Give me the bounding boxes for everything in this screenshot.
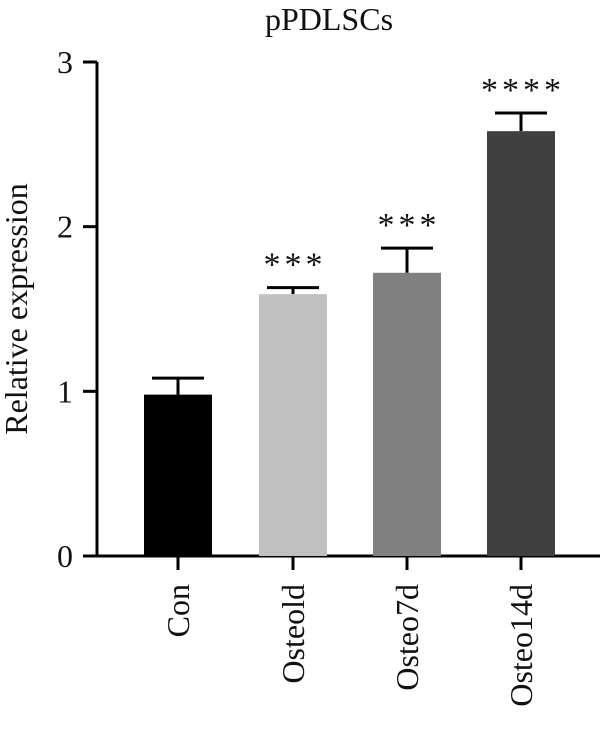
x-tick-label: Osteo7d [389, 584, 425, 691]
y-tick-label: 0 [57, 538, 73, 574]
bar [373, 272, 441, 556]
y-tick-label: 2 [57, 209, 73, 245]
chart-title: pPDLSCs [265, 1, 393, 37]
bar [487, 131, 555, 556]
bar [259, 294, 327, 556]
y-axis-label: Relative expression [0, 183, 34, 434]
y-tick-label: 1 [57, 373, 73, 409]
x-tick-label: Osteo14d [503, 584, 539, 707]
significance-label: *** [378, 207, 441, 244]
x-tick-label: Con [160, 584, 196, 637]
y-tick-label: 3 [57, 44, 73, 80]
bar [144, 394, 212, 556]
significance-label: *** [264, 247, 327, 284]
plot-area: 0 1 2 3 Con *** Osteold *** Osteo7d **** Osteo14d [57, 44, 600, 707]
significance-label: **** [481, 72, 565, 109]
x-tick-label: Osteold [275, 584, 311, 684]
